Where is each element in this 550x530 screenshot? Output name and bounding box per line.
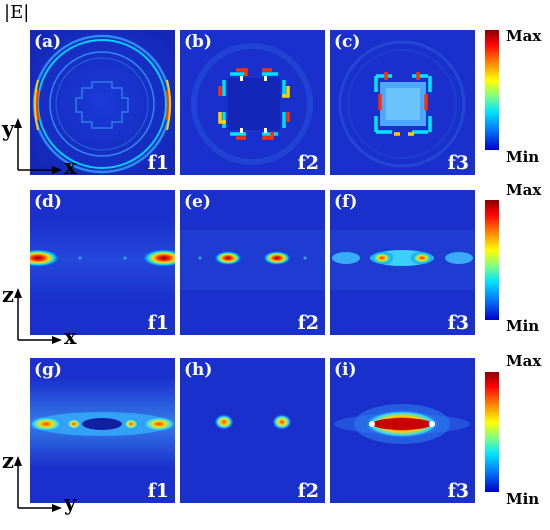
field-map-e: (e) f2 bbox=[180, 190, 325, 335]
colorbar-min-label: Min bbox=[506, 148, 540, 166]
colorbar-max-label: Max bbox=[506, 27, 542, 45]
frequency-label: f1 bbox=[147, 152, 169, 174]
colorbar-max-label: Max bbox=[506, 352, 542, 370]
frequency-label: f3 bbox=[447, 152, 469, 174]
horizontal-axis-label: y bbox=[64, 490, 77, 515]
panel-label: (b) bbox=[184, 32, 212, 52]
horizontal-axis-label: x bbox=[64, 154, 77, 179]
axes-indicator-row1: y x bbox=[0, 116, 90, 179]
panel-label: (h) bbox=[184, 360, 213, 380]
colorbar-min-label: Min bbox=[506, 317, 540, 335]
field-map-g: (g) f1 bbox=[30, 358, 175, 503]
vertical-axis-label: z bbox=[2, 448, 14, 473]
panel-label: (a) bbox=[34, 32, 62, 52]
vertical-axis-label: z bbox=[2, 282, 14, 307]
field-map-a: (a) f1 bbox=[30, 30, 175, 175]
field-map-d: (d) f1 bbox=[30, 190, 175, 335]
axes-indicator-row3: z y bbox=[0, 448, 90, 516]
colorbar-row3 bbox=[485, 372, 499, 492]
figure-title: |E| bbox=[4, 2, 30, 23]
horizontal-axis-label: x bbox=[64, 324, 77, 349]
colorbar-row1 bbox=[485, 30, 499, 150]
vertical-axis-label: y bbox=[2, 116, 15, 141]
frequency-label: f2 bbox=[297, 152, 319, 174]
frequency-label: f3 bbox=[447, 312, 469, 334]
field-map-h: (h) f2 bbox=[180, 358, 325, 503]
panel-label: (d) bbox=[34, 192, 62, 212]
panel-label: (g) bbox=[34, 360, 62, 380]
frequency-label: f2 bbox=[297, 480, 319, 502]
panel-label: (c) bbox=[334, 32, 361, 52]
colorbar-max-label: Max bbox=[506, 181, 542, 199]
frequency-label: f1 bbox=[147, 312, 169, 334]
panel-label: (f) bbox=[334, 192, 358, 212]
field-map-c: (c) f3 bbox=[330, 30, 475, 175]
field-map-i: (i) f3 bbox=[330, 358, 475, 503]
frequency-label: f3 bbox=[447, 480, 469, 502]
frequency-label: f1 bbox=[147, 480, 169, 502]
axes-indicator-row2: z x bbox=[0, 282, 90, 349]
panel-label: (e) bbox=[184, 192, 211, 212]
panel-label: (i) bbox=[334, 360, 357, 380]
field-map-b: (b) f2 bbox=[180, 30, 325, 175]
colorbar-row2 bbox=[485, 200, 499, 320]
frequency-label: f2 bbox=[297, 312, 319, 334]
colorbar-min-label: Min bbox=[506, 490, 540, 508]
field-map-f: (f) f3 bbox=[330, 190, 475, 335]
